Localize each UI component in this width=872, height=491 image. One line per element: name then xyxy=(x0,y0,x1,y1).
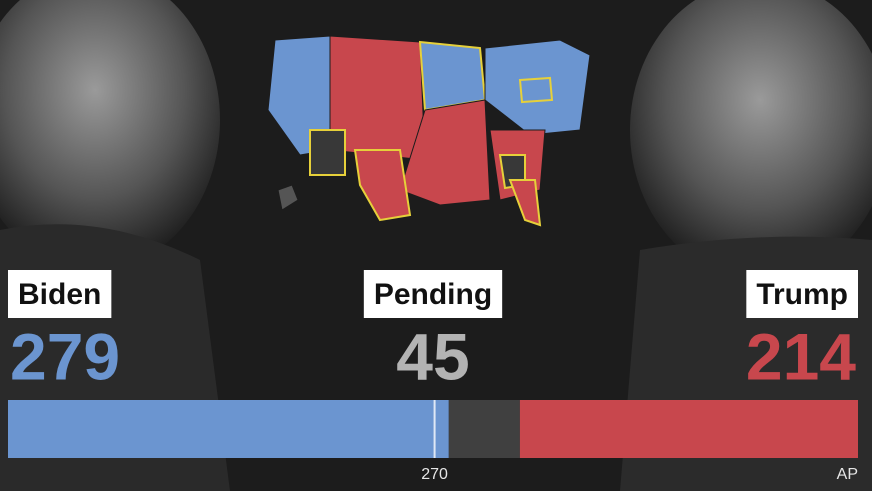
bar-segment xyxy=(519,400,858,458)
vote-count: 279 xyxy=(10,319,120,393)
candidate-name: Biden xyxy=(18,278,101,311)
vote-count: 45 xyxy=(396,319,469,393)
candidate-name: Pending xyxy=(374,278,492,311)
candidate-label: Biden xyxy=(8,270,112,318)
bar-segment xyxy=(448,400,520,458)
name-box xyxy=(746,270,858,318)
candidate-label: Trump xyxy=(746,270,858,318)
candidate-name: Trump xyxy=(756,278,848,311)
us-map xyxy=(267,35,591,227)
vote-count: 214 xyxy=(746,319,856,393)
candidate-label: Pending xyxy=(363,270,503,318)
source-label: AP xyxy=(837,466,858,483)
bar-segment xyxy=(8,400,449,458)
name-box xyxy=(8,270,112,318)
name-box xyxy=(363,270,503,318)
threshold-label: 270 xyxy=(421,466,448,483)
